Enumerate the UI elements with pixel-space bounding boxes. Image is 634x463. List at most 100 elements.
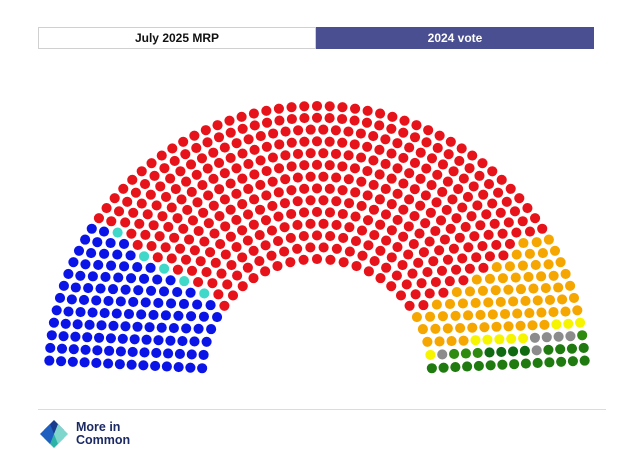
seat-dot xyxy=(487,166,498,177)
seat-dot xyxy=(260,240,271,251)
seat-dot xyxy=(518,237,529,249)
seat-dot xyxy=(127,346,138,357)
seat-dot xyxy=(375,245,386,256)
seat-dot xyxy=(181,176,192,187)
seat-dot xyxy=(553,282,564,293)
seat-dot xyxy=(491,321,502,332)
seat-dot xyxy=(508,296,519,307)
seat-dot xyxy=(158,286,170,297)
seat-dot xyxy=(173,362,184,373)
seat-dot xyxy=(261,165,272,177)
seat-dot xyxy=(99,307,110,319)
tab-2024-vote[interactable]: 2024 vote xyxy=(316,27,594,49)
seat-dot xyxy=(442,323,453,334)
seat-dot xyxy=(196,153,208,164)
seat-dot xyxy=(401,279,412,290)
seat-dot xyxy=(261,117,273,128)
seat-dot xyxy=(413,257,424,268)
seat-dot xyxy=(529,332,540,343)
seat-dot xyxy=(108,320,119,331)
seat-dot xyxy=(46,330,57,341)
seat-dot xyxy=(242,209,254,220)
seat-dot xyxy=(193,225,204,237)
seat-dot xyxy=(324,207,336,218)
seat-dot xyxy=(374,194,385,205)
seat-dot xyxy=(266,250,277,261)
seat-dot xyxy=(285,257,296,268)
seat-dot xyxy=(422,267,433,278)
seat-dot xyxy=(177,336,188,347)
seat-dot xyxy=(555,344,566,355)
seat-dot xyxy=(156,322,167,333)
seat-dot xyxy=(273,103,284,114)
seat-dot xyxy=(249,144,260,155)
seat-dot xyxy=(95,283,106,294)
seat-dot xyxy=(477,240,488,252)
seat-dot xyxy=(172,264,183,275)
seat-dot xyxy=(362,190,373,201)
seat-dot xyxy=(517,216,528,227)
seat-dot xyxy=(567,356,578,367)
seat-dot xyxy=(260,215,272,226)
seat-dot xyxy=(243,158,254,170)
seat-dot xyxy=(111,308,122,319)
seat-dot xyxy=(509,359,520,370)
seat-dot xyxy=(153,335,164,346)
seat-dot xyxy=(197,363,208,374)
seat-dot xyxy=(475,220,486,231)
seat-dot xyxy=(505,183,516,194)
seat-dot xyxy=(113,272,124,283)
seat-dot xyxy=(411,312,422,323)
seat-dot xyxy=(398,152,409,163)
seat-dot xyxy=(530,259,541,270)
seat-dot xyxy=(457,253,468,264)
seat-dot xyxy=(530,213,541,224)
seat-dot xyxy=(181,323,192,334)
seat-dot xyxy=(203,218,214,229)
seat-dot xyxy=(186,265,198,276)
seat-dot xyxy=(409,210,420,222)
seat-dot xyxy=(331,219,342,231)
seat-dot xyxy=(532,357,543,369)
seat-dot xyxy=(344,198,355,209)
seat-dot xyxy=(544,357,555,368)
seat-dot xyxy=(154,231,165,242)
seat-dot xyxy=(539,319,550,330)
seat-dot xyxy=(503,217,514,228)
seat-dot xyxy=(495,296,506,308)
seat-dot xyxy=(107,284,119,295)
seat-dot xyxy=(117,333,128,344)
seat-dot xyxy=(386,123,397,134)
seat-dot xyxy=(146,240,157,252)
seat-dot xyxy=(448,166,459,177)
seat-dot xyxy=(280,126,291,137)
seat-dot xyxy=(305,148,316,159)
seat-dot xyxy=(337,102,348,113)
seat-dot xyxy=(274,139,285,150)
seat-dot xyxy=(237,252,248,263)
seat-dot xyxy=(255,155,266,166)
seat-dot xyxy=(311,253,323,265)
seat-dot xyxy=(165,275,176,286)
tab-july-2025-mrp[interactable]: July 2025 MRP xyxy=(38,27,316,49)
seat-dot xyxy=(70,331,81,342)
seat-dot xyxy=(127,174,138,185)
seat-dot xyxy=(489,218,500,229)
seat-dot xyxy=(311,100,323,112)
seat-dot xyxy=(421,163,432,174)
seat-dot xyxy=(173,310,184,321)
seat-dot xyxy=(106,216,117,227)
seat-dot xyxy=(551,319,562,330)
seat-dot xyxy=(380,183,391,195)
seat-dot xyxy=(499,308,511,320)
seat-dot xyxy=(330,125,341,136)
seat-dot xyxy=(475,309,486,320)
seat-dot xyxy=(160,310,171,321)
seat-dot xyxy=(136,166,147,177)
seat-dot xyxy=(187,215,199,226)
seat-dot xyxy=(515,320,526,331)
seat-dot xyxy=(431,299,442,310)
seat-dot xyxy=(418,300,429,311)
seat-dot xyxy=(272,260,283,272)
seat-dot xyxy=(477,285,488,296)
